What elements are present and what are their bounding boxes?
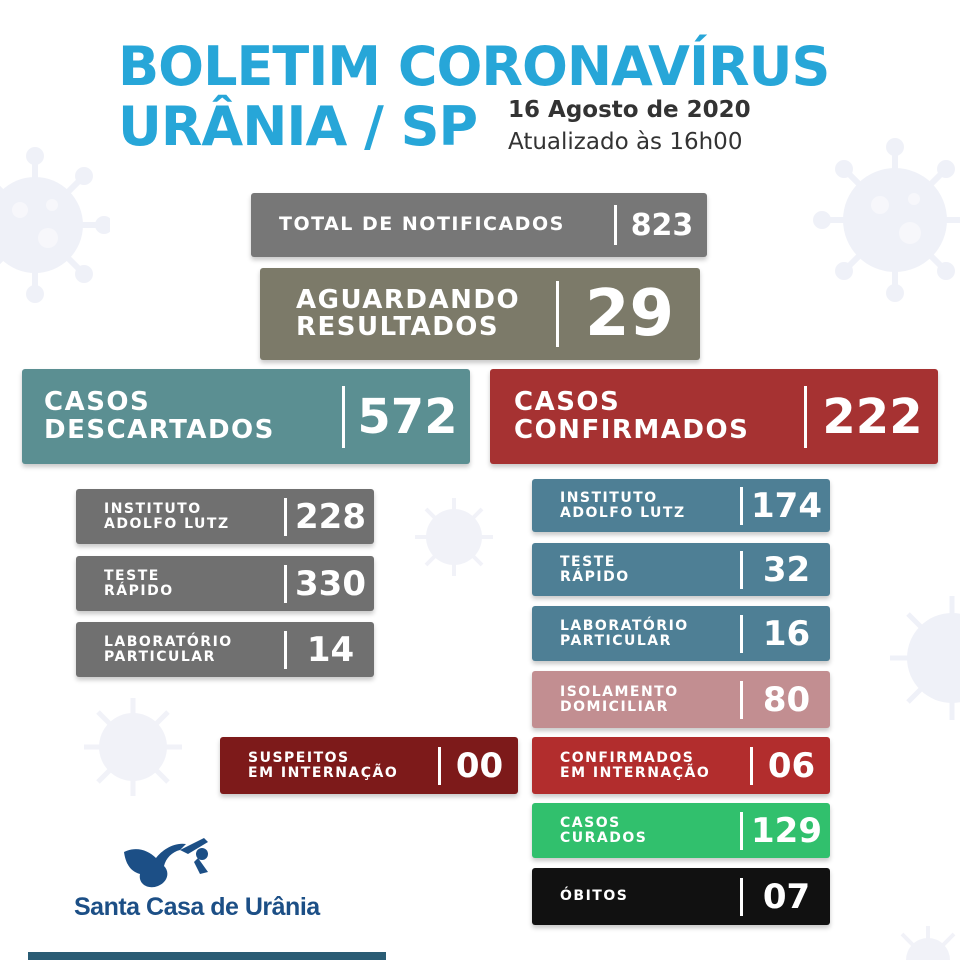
page-subtitle-city: URÂNIA / SP: [118, 95, 478, 158]
row-label: TESTE RÁPIDO: [560, 553, 630, 585]
row-value: 14: [306, 629, 355, 670]
total-notificados-label: TOTAL DE NOTIFICADOS: [279, 213, 565, 236]
confirmados-row-teste-rapido: TESTE RÁPIDO 32: [532, 543, 830, 596]
row-value: 129: [751, 810, 822, 851]
row-label: CASOS CURADOS: [560, 814, 648, 846]
total-notificados-card: TOTAL DE NOTIFICADOS 823: [251, 193, 707, 257]
row-value: 00: [455, 745, 504, 786]
divider: [740, 680, 743, 719]
row-label: INSTITUTO ADOLFO LUTZ: [560, 489, 686, 521]
divider: [740, 550, 743, 589]
row-label: ÓBITOS: [560, 888, 629, 905]
divider: [284, 564, 287, 603]
divider: [284, 497, 287, 536]
divider: [740, 811, 743, 850]
virus-icon: [900, 926, 956, 960]
bulletin-date: 16 Agosto de 2020: [508, 97, 751, 123]
descartados-value: 572: [357, 388, 458, 445]
row-label: LABORATÓRIO PARTICULAR: [104, 633, 233, 665]
divider: [740, 877, 743, 916]
row-label: INSTITUTO ADOLFO LUTZ: [104, 500, 230, 532]
divider: [556, 281, 559, 347]
descartados-row-laboratorio: LABORATÓRIO PARTICULAR 14: [76, 622, 374, 677]
divider: [750, 746, 753, 785]
divider: [342, 385, 345, 448]
confirmados-row-obitos: ÓBITOS 07: [532, 868, 830, 925]
suspeitos-internacao-card: SUSPEITOS EM INTERNAÇÃO 00: [220, 737, 518, 794]
pelican-icon: [124, 838, 208, 888]
descartados-label: CASOS DESCARTADOS: [44, 387, 275, 445]
descartados-row-adolfo-lutz: INSTITUTO ADOLFO LUTZ 228: [76, 489, 374, 544]
divider: [438, 746, 441, 785]
virus-icon: [813, 138, 960, 302]
updated-time: Atualizado às 16h00: [508, 129, 743, 155]
row-value: 32: [762, 549, 811, 590]
row-value: 330: [295, 563, 366, 604]
confirmados-value: 222: [822, 388, 923, 445]
row-value: 80: [762, 679, 811, 720]
row-label: SUSPEITOS EM INTERNAÇÃO: [248, 749, 399, 781]
confirmados-row-isolamento: ISOLAMENTO DOMICILIAR 80: [532, 671, 830, 728]
page-title: BOLETIM CORONAVÍRUS: [118, 35, 830, 98]
confirmados-row-adolfo-lutz: INSTITUTO ADOLFO LUTZ 174: [532, 479, 830, 532]
divider: [740, 486, 743, 525]
row-label: LABORATÓRIO PARTICULAR: [560, 617, 689, 649]
descartados-row-teste-rapido: TESTE RÁPIDO 330: [76, 556, 374, 611]
casos-descartados-card: CASOS DESCARTADOS 572: [22, 369, 470, 464]
total-notificados-value: 823: [630, 207, 694, 243]
confirmados-row-internacao: CONFIRMADOS EM INTERNAÇÃO 06: [532, 737, 830, 794]
footer-bar: [28, 952, 386, 960]
virus-icon: [415, 498, 493, 576]
virus-icon: [84, 698, 182, 796]
divider: [740, 614, 743, 653]
aguardando-label: AGUARDANDO RESULTADOS: [296, 284, 521, 342]
row-value: 06: [767, 745, 816, 786]
confirmados-row-laboratorio: LABORATÓRIO PARTICULAR 16: [532, 606, 830, 661]
aguardando-resultados-card: AGUARDANDO RESULTADOS 29: [260, 268, 700, 360]
divider: [804, 385, 807, 448]
casos-confirmados-card: CASOS CONFIRMADOS 222: [490, 369, 938, 464]
row-value: 16: [762, 613, 811, 654]
confirmados-label: CASOS CONFIRMADOS: [514, 387, 750, 445]
aguardando-value: 29: [584, 277, 675, 351]
confirmados-row-curados: CASOS CURADOS 129: [532, 803, 830, 858]
row-value: 228: [295, 496, 366, 537]
row-value: 174: [751, 485, 822, 526]
row-label: ISOLAMENTO DOMICILIAR: [560, 683, 679, 715]
virus-icon: [890, 596, 960, 720]
logo-text: Santa Casa de Urânia: [74, 893, 320, 921]
virus-icon: [0, 147, 110, 303]
row-label: CONFIRMADOS EM INTERNAÇÃO: [560, 749, 711, 781]
divider: [284, 630, 287, 669]
row-label: TESTE RÁPIDO: [104, 567, 174, 599]
row-value: 07: [762, 876, 811, 917]
divider: [614, 205, 617, 245]
